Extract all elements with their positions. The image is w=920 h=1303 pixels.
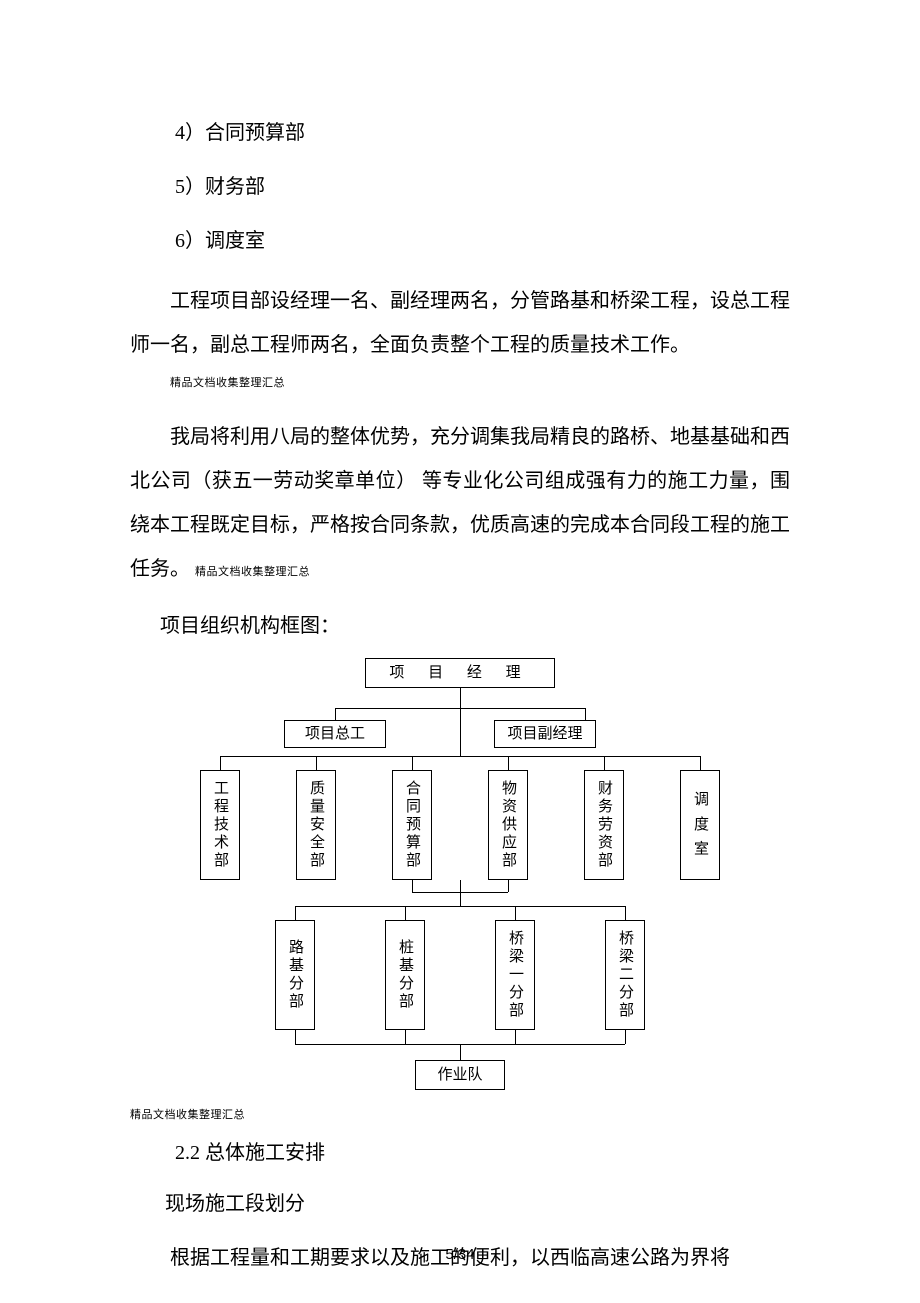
org-chief-engineer: 项目总工 [284,720,386,748]
org-branch-3: 桥梁一分部 [495,920,535,1030]
org-dept-5: 财务劳资部 [584,770,624,880]
footer-note-1: 精品文档收集整理汇总 [130,371,790,395]
list-item-5: 5）财务部 [130,169,790,205]
org-line [405,906,406,920]
org-dept-6: 调 度 室 [680,770,720,880]
org-dept-4: 物资供应部 [488,770,528,880]
org-line [295,906,296,920]
org-top-manager: 项 目 经 理 [365,658,555,688]
org-line [412,756,413,770]
org-line [220,756,700,757]
section-2-2-sub: 现场施工段划分 [130,1187,790,1216]
org-line [508,880,509,892]
org-line [585,708,586,720]
org-dept-1: 工程技术部 [200,770,240,880]
org-branch-2: 桩基分部 [385,920,425,1030]
org-line [604,756,605,770]
org-line [316,756,317,770]
org-line [460,880,461,906]
org-dept-3: 合同预算部 [392,770,432,880]
org-deputy-manager: 项目副经理 [494,720,596,748]
org-branch-1: 路基分部 [275,920,315,1030]
org-line [460,1044,461,1060]
org-work-team: 作业队 [415,1060,505,1090]
org-line [515,1030,516,1044]
org-line [515,906,516,920]
org-line [335,708,336,720]
org-line [625,906,626,920]
org-line [405,1030,406,1044]
list-item-4: 4）合同预算部 [130,115,790,151]
org-line [412,892,508,893]
paragraph-1: 工程项目部设经理一名、副经理两名，分管路基和桥梁工程，设总工程师一名，副总工程师… [130,279,790,395]
org-chart-title: 项目组织机构框图： [130,606,790,646]
list-item-6: 6）调度室 [130,223,790,259]
org-line [700,756,701,770]
org-line [295,1030,296,1044]
footer-note-3: 精品文档收集整理汇总 [130,1106,790,1122]
org-line [220,756,221,770]
org-line [412,880,413,892]
org-branch-4: 桥梁二分部 [605,920,645,1030]
org-line [625,1030,626,1044]
org-dept-2: 质量安全部 [296,770,336,880]
paragraph-1-text: 工程项目部设经理一名、副经理两名，分管路基和桥梁工程，设总工程师一名，副总工程师… [130,290,790,356]
org-line [508,756,509,770]
section-2-2-title: 2.2 总体施工安排 [130,1136,790,1165]
paragraph-2: 我局将利用八局的整体优势，充分调集我局精良的路桥、地基基础和西北公司（获五一劳动… [130,415,790,591]
page-content: 4）合同预算部 5）财务部 6）调度室 工程项目部设经理一名、副经理两名，分管路… [130,115,790,1278]
footer-note-2: 精品文档收集整理汇总 [195,566,310,578]
org-line [460,688,461,708]
paragraph-2-text: 我局将利用八局的整体优势，充分调集我局精良的路桥、地基基础和西北公司（获五一劳动… [130,426,790,580]
org-chart: 项 目 经 理 项目总工 项目副经理 工程技术部 质量安全部 合同预算部 物资供… [180,658,740,1098]
org-line [295,906,625,907]
page-number: 5/34 [0,1246,920,1263]
org-line [460,708,461,756]
